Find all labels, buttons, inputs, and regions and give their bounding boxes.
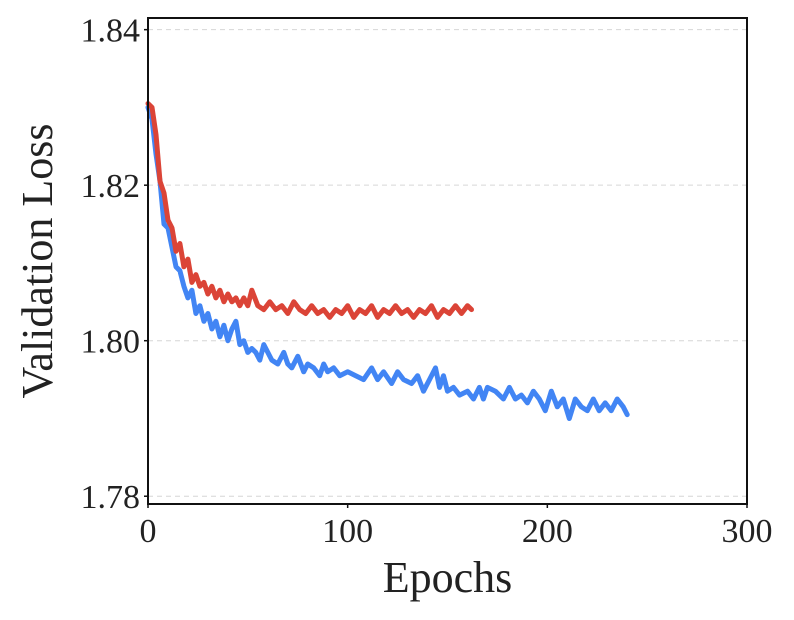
x-axis-title: Epochs — [383, 553, 513, 602]
plot-frame — [147, 17, 748, 505]
y-tick-label: 1.78 — [81, 479, 141, 516]
x-tick-label: 0 — [140, 513, 157, 550]
y-tick-label: 1.82 — [81, 168, 141, 205]
y-axis-title: Validation Loss — [13, 124, 62, 399]
x-tick-label: 200 — [522, 513, 573, 550]
x-tick-label: 300 — [722, 513, 773, 550]
y-tick-label: 1.84 — [81, 13, 141, 50]
series-line-blue — [145, 104, 630, 421]
series-layer — [145, 101, 630, 421]
grid-lines — [148, 29, 747, 497]
tick-labels: 1.78 1.80 1.82 1.84 0 100 200 300 — [81, 13, 773, 550]
x-tick-label: 100 — [322, 513, 373, 550]
series-line-red — [145, 101, 474, 320]
y-tick-label: 1.80 — [81, 324, 141, 361]
axis-ticks — [144, 28, 748, 508]
